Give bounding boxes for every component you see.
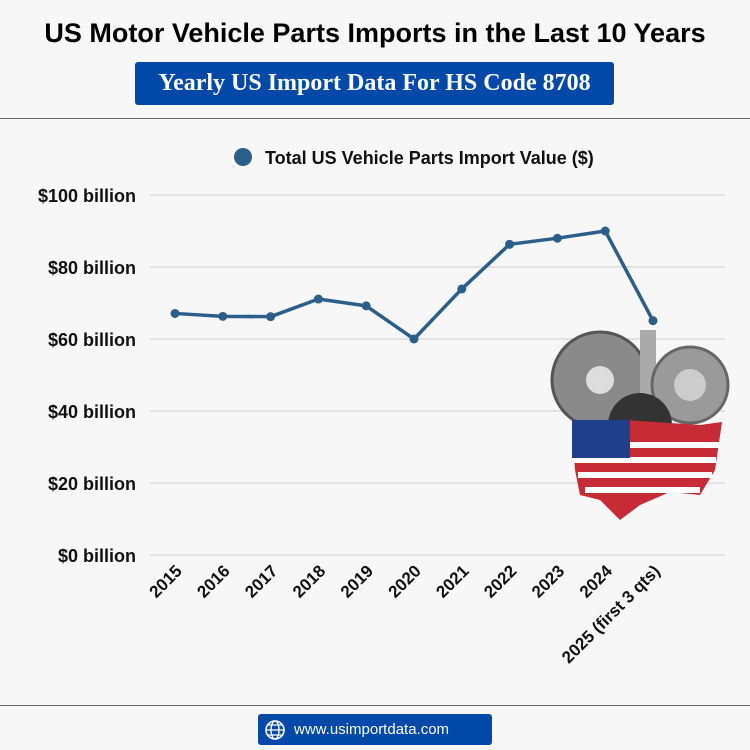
divider-bottom — [0, 705, 750, 706]
x-tick-label: 2020 — [385, 561, 425, 601]
data-point — [313, 294, 323, 304]
y-tick-label: $20 billion — [48, 474, 136, 494]
legend: Total US Vehicle Parts Import Value ($) — [234, 148, 594, 168]
page-title: US Motor Vehicle Parts Imports in the La… — [44, 18, 706, 48]
y-tick-label: $0 billion — [58, 546, 136, 566]
data-point — [505, 239, 515, 249]
data-point — [361, 301, 371, 311]
line-chart: $0 billion $20 billion $40 billion $60 bill… — [38, 148, 730, 667]
data-point — [552, 233, 562, 243]
x-tick-label: 2015 — [146, 561, 186, 601]
website-url: www.usimportdata.com — [294, 721, 450, 738]
legend-marker — [234, 148, 252, 166]
y-tick-label: $40 billion — [48, 402, 136, 422]
y-tick-label: $100 billion — [38, 186, 136, 206]
x-tick-label: 2016 — [193, 561, 233, 601]
data-point — [648, 316, 658, 326]
globe-icon — [265, 719, 285, 740]
website-link[interactable]: www.usimportdata.com — [258, 714, 492, 745]
subtitle-banner: Yearly US Import Data For HS Code 8708 — [135, 62, 614, 105]
x-tick-label: 2021 — [432, 561, 472, 601]
x-tick-label: 2023 — [528, 561, 568, 601]
x-tick-label: 2019 — [337, 561, 377, 601]
y-tick-label: $80 billion — [48, 258, 136, 278]
x-tick-label: 2024 — [576, 561, 617, 602]
series-line — [174, 229, 655, 341]
divider-top — [0, 118, 750, 119]
x-tick-label: 2017 — [241, 561, 281, 601]
auto-parts-flag-image — [550, 330, 730, 520]
data-point — [600, 226, 610, 236]
y-tick-label: $60 billion — [48, 330, 136, 350]
x-tick-label: 2018 — [289, 561, 329, 601]
x-tick-label: 2022 — [480, 561, 520, 601]
data-point — [409, 334, 419, 344]
data-point — [218, 311, 228, 321]
legend-label: Total US Vehicle Parts Import Value ($) — [265, 148, 594, 168]
data-point — [457, 284, 467, 294]
data-point — [170, 308, 180, 318]
data-point — [266, 312, 276, 322]
